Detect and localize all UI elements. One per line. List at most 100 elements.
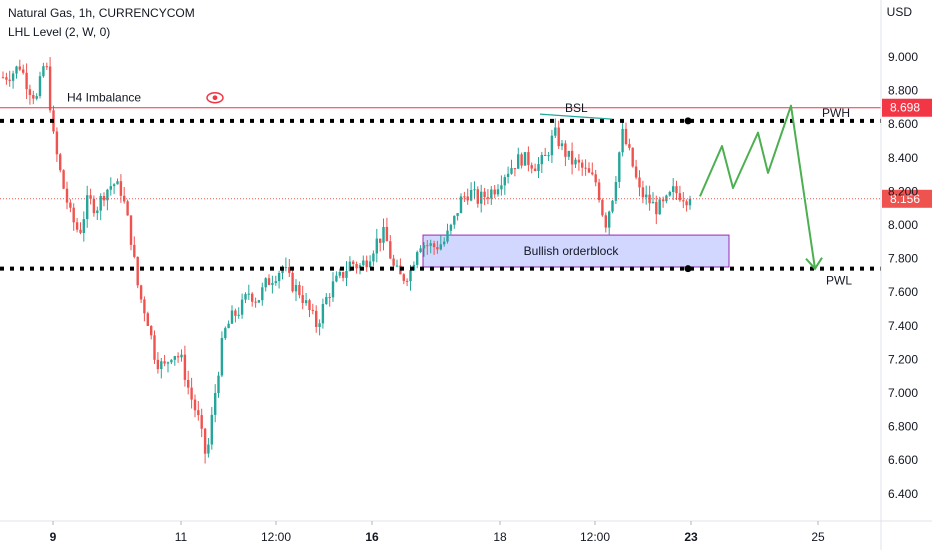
candle-body [1,77,5,79]
candle-body [96,210,99,213]
candle-body [496,189,500,195]
x-tick-label: 23 [684,530,698,544]
candle-body [682,200,685,202]
y-tick-label: 7.400 [888,319,918,333]
y-tick-label: 7.200 [888,352,918,366]
candle-body [678,193,682,201]
candle-body [422,245,426,249]
candle-body [180,354,183,358]
x-tick-label: 9 [50,530,57,544]
candle-body [480,191,483,204]
candle-body [321,304,325,324]
candle-body [153,335,156,360]
candle-body [345,271,348,278]
candle-body [176,356,180,358]
candle-body [604,215,607,228]
x-tick-label: 18 [493,530,507,544]
candle-body [503,177,506,186]
candle-body [439,244,442,250]
candle-body [405,280,409,282]
projection-path [699,104,816,269]
candle-body [146,313,149,326]
candle-body [520,154,523,166]
candle-body [136,256,139,286]
candle-body [335,275,338,282]
candle-body [79,229,82,233]
candle-body [288,267,291,273]
indicator-label: LHL Level (2, W, 0) [8,25,111,39]
candle-body [89,195,92,199]
candle-body [375,238,378,254]
candle-body [668,192,671,196]
candle-body [463,196,466,198]
candle-body [254,301,257,303]
candle-body [116,181,119,185]
y-tick-label: 6.600 [888,453,918,467]
candle-body [631,147,634,167]
candle-body [200,415,203,429]
candle-body [557,127,560,147]
y-tick-label: 8.000 [888,218,918,232]
candle-body [658,199,661,215]
candle-body [214,393,217,415]
candle-body [453,215,456,225]
candle-body [385,227,389,242]
x-tick-label: 25 [811,530,825,544]
candle-body [304,300,308,304]
candle-body [183,354,187,380]
candle-body [382,227,385,243]
candle-body [331,281,335,298]
candle-body [166,362,170,364]
candle-body [139,285,143,300]
candle-body [661,199,665,202]
y-tick-label: 7.600 [888,285,918,299]
candle-body [126,201,129,216]
candle-body [530,165,533,169]
y-tick-label: 6.800 [888,420,918,434]
y-tick-label: 7.000 [888,386,918,400]
candle-body [416,252,419,265]
candle-body [69,202,72,208]
candle-body [436,247,439,250]
candle-body [5,77,8,80]
candle-body [379,238,382,243]
candle-body [244,294,247,300]
candle-body [570,150,574,165]
candle-body [59,154,62,171]
candle-body [251,293,254,302]
eye-icon-pupil [212,95,218,101]
currency-label: USD [887,5,913,19]
candle-body [517,154,520,169]
candle-body [45,66,48,68]
y-tick-label: 6.400 [888,487,918,501]
chart-title: Natural Gas, 1h, CURRENCYCOM [8,6,195,20]
bullish-orderblock-zone [422,234,730,268]
projection [699,104,823,271]
eye-icon-outline [206,91,224,104]
candle-body [490,189,493,199]
candle-body [469,190,473,201]
candle-body [554,127,557,136]
candle-body [506,173,510,177]
candle-body [197,410,200,416]
candle-body [143,299,146,314]
candle-body [449,224,453,231]
candle-body [476,189,479,204]
pwl-label: PWL [826,274,852,288]
candle-body [655,202,658,215]
y-tick-label: 7.800 [888,252,918,266]
candle-body [75,222,79,230]
candle-body [338,272,341,276]
candle-body [341,272,345,278]
candle-body [456,213,459,216]
y-tick-label: 9.000 [888,50,918,64]
candle-body [675,186,678,194]
candle-body [426,245,429,247]
h4-price-badge-text: 8.698 [890,101,920,115]
candle-body [224,328,227,339]
candle-body [402,274,405,281]
candle-body [618,152,621,182]
candle-body [42,66,45,77]
candle-body [207,444,210,454]
